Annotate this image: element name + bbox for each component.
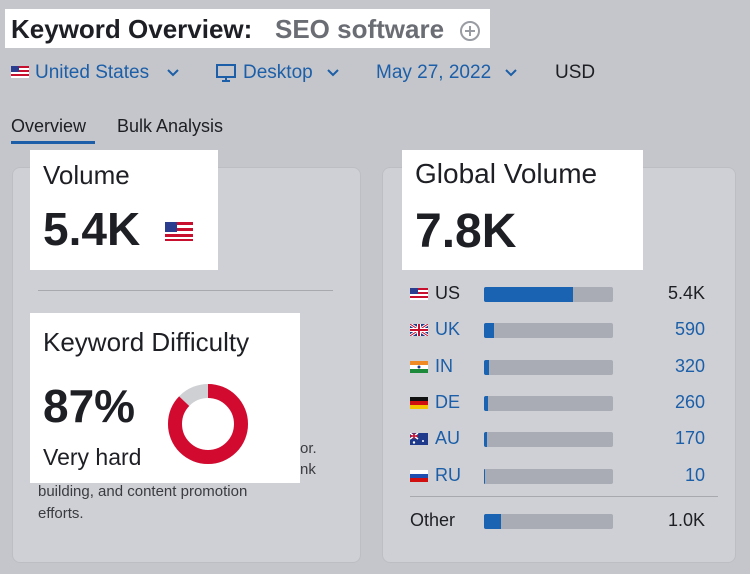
bar-track <box>484 432 613 448</box>
country-volume: 5.4K <box>667 283 705 303</box>
page-title: Keyword Overview: <box>11 14 253 44</box>
difficulty-value: 87% <box>43 380 136 432</box>
currency: USD <box>555 62 596 83</box>
device-filter[interactable]: Desktop <box>243 62 313 83</box>
donut-arc <box>168 384 248 464</box>
country-volume: 590 <box>674 319 705 340</box>
country-code: UK <box>435 319 461 340</box>
bar <box>484 395 489 411</box>
country-code: IN <box>435 355 453 376</box>
country-flag <box>410 396 428 409</box>
volume-value: 5.4K <box>43 203 141 255</box>
country-code: US <box>435 283 461 303</box>
other-label: Other <box>410 510 456 530</box>
country-flag <box>410 288 428 300</box>
us-flag <box>11 66 29 78</box>
global-highlight <box>402 150 643 270</box>
difficulty-level: Very hard <box>43 444 142 470</box>
description: building, and content promotion <box>38 483 248 500</box>
bar <box>484 432 487 448</box>
bar-track <box>484 323 613 339</box>
country-code: AU <box>435 428 461 449</box>
country-volume: 1.0K <box>667 510 705 530</box>
country-volume: 10 <box>684 464 705 485</box>
country-flag <box>410 433 428 446</box>
global-label: Global Volume <box>415 158 598 189</box>
country-volume: 260 <box>674 391 705 412</box>
volume-label: Volume <box>43 160 130 190</box>
chevron <box>167 69 179 77</box>
bar <box>484 323 494 339</box>
chevron <box>327 69 339 77</box>
country-code: DE <box>435 391 461 412</box>
date-filter[interactable]: May 27, 2022 <box>376 62 492 83</box>
country-volume: 320 <box>674 355 705 376</box>
country-filter[interactable]: United States <box>35 62 150 83</box>
tab[interactable]: Bulk Analysis <box>117 116 224 136</box>
country-flag <box>410 469 428 482</box>
country-flag <box>410 360 428 373</box>
desktop-icon <box>216 64 236 82</box>
bar <box>484 514 501 529</box>
description: efforts. <box>38 505 84 522</box>
country-code: RU <box>435 464 461 485</box>
divider <box>410 496 718 497</box>
add-icon[interactable] <box>459 20 481 42</box>
global-value: 7.8K <box>415 205 517 258</box>
keyword: SEO software <box>275 14 445 44</box>
divider <box>38 290 333 291</box>
bar-track <box>484 514 613 529</box>
country-flag <box>410 324 428 337</box>
difficulty-highlight <box>30 313 300 483</box>
difficulty-label: Keyword Difficulty <box>43 327 250 357</box>
bar-track <box>484 395 613 411</box>
title-highlight <box>5 9 490 48</box>
bar-track <box>484 468 613 484</box>
difficulty-donut <box>168 384 248 464</box>
volume-highlight <box>30 150 218 270</box>
chevron <box>505 69 517 77</box>
bar <box>484 287 574 302</box>
bar-track <box>484 359 613 375</box>
tab-active[interactable]: Overview <box>11 116 87 136</box>
description-fragment: nk <box>300 461 316 478</box>
country-volume: 170 <box>674 428 705 449</box>
bar <box>484 359 490 375</box>
us-flag <box>165 222 193 241</box>
description-fragment: or. <box>300 440 317 457</box>
tab-underline <box>11 141 95 144</box>
